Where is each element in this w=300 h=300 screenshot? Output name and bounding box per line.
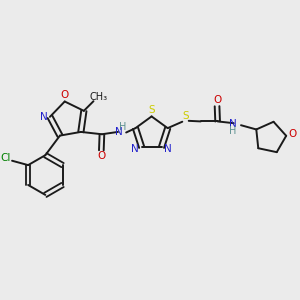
- Text: N: N: [40, 112, 47, 122]
- Text: Cl: Cl: [1, 153, 11, 163]
- Text: N: N: [115, 127, 122, 137]
- Text: H: H: [230, 126, 237, 136]
- Text: S: S: [182, 112, 188, 122]
- Text: N: N: [131, 144, 139, 154]
- Text: O: O: [213, 95, 221, 105]
- Text: O: O: [61, 90, 69, 100]
- Text: CH₃: CH₃: [89, 92, 107, 102]
- Text: N: N: [229, 119, 237, 129]
- Text: S: S: [149, 105, 155, 115]
- Text: N: N: [164, 144, 172, 154]
- Text: H: H: [119, 122, 126, 132]
- Text: O: O: [97, 151, 106, 161]
- Text: O: O: [288, 129, 296, 139]
